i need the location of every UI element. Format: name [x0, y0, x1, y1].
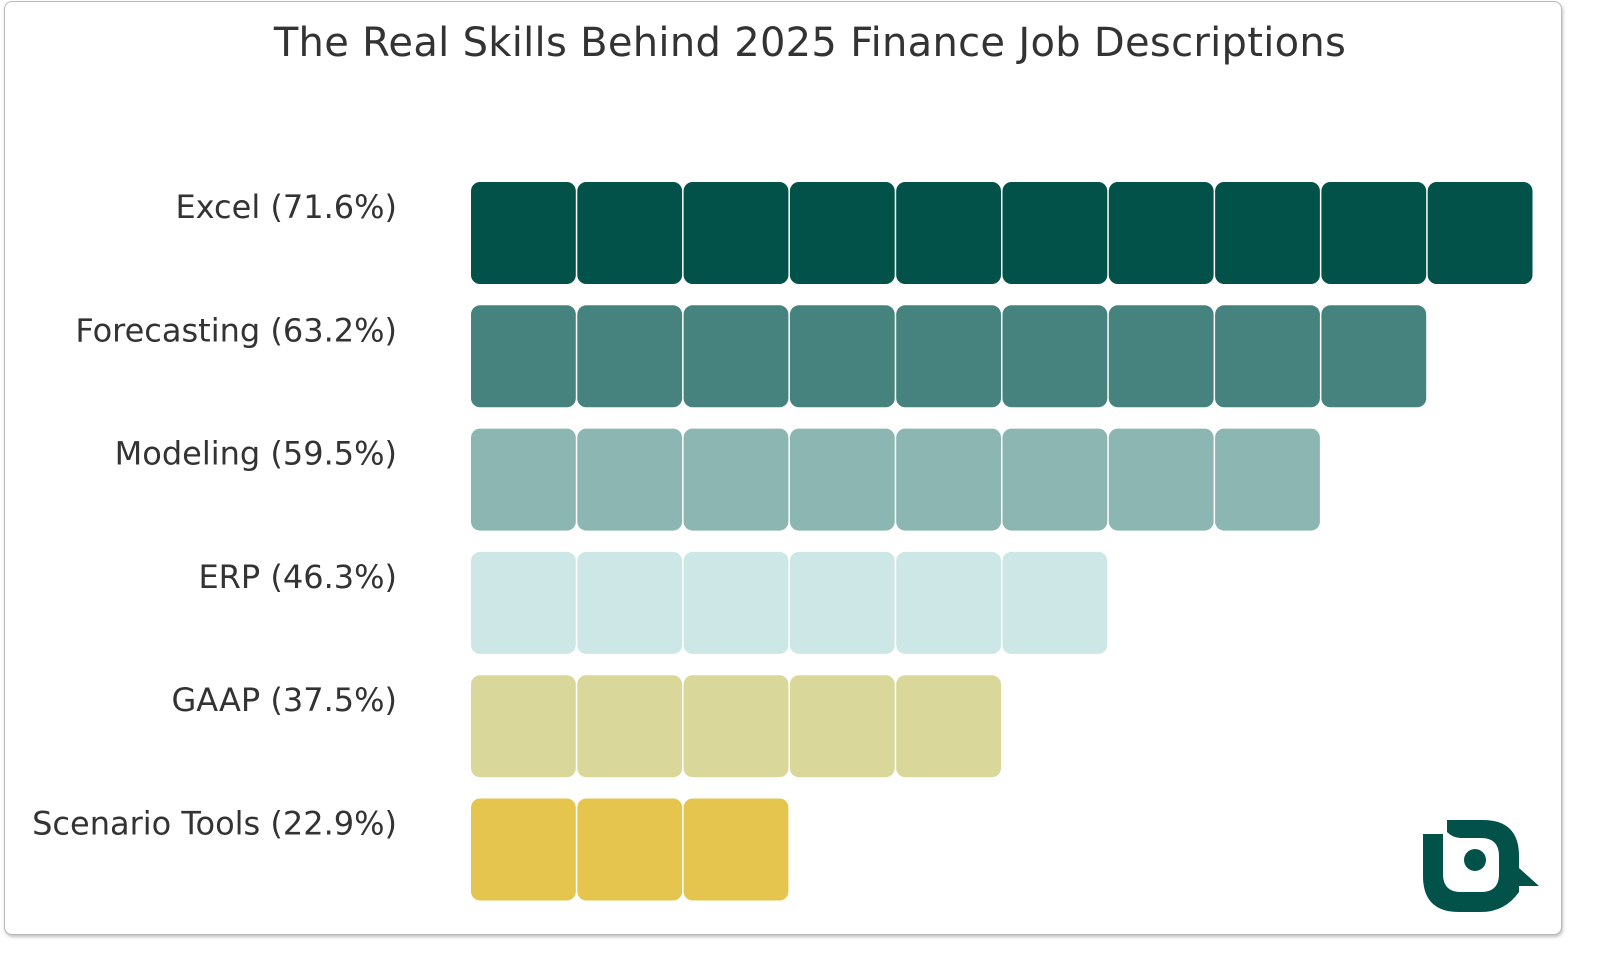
bar-block — [896, 551, 1001, 654]
bar-block — [1002, 305, 1108, 408]
brand-logo-icon — [1423, 820, 1539, 912]
bar-block — [1321, 305, 1427, 408]
bar-block — [471, 428, 576, 531]
bar-block — [789, 182, 895, 284]
bar-block — [1108, 428, 1214, 531]
bar-block — [683, 798, 789, 901]
bar-block — [1002, 551, 1108, 654]
bar-block — [471, 551, 576, 654]
chart-title: The Real Skills Behind 2025 Finance Job … — [273, 20, 1347, 66]
category-label: Modeling (59.5%) — [115, 435, 397, 473]
bar-block — [577, 182, 683, 284]
bar-block — [471, 675, 576, 778]
bar-group: GAAP (37.5%) — [171, 675, 1001, 778]
bar-block — [896, 675, 1001, 778]
bar-block — [1215, 428, 1320, 531]
bar-block — [789, 305, 895, 408]
category-label: GAAP (37.5%) — [171, 681, 397, 719]
bar-block — [789, 675, 895, 778]
bar-block — [577, 428, 683, 531]
bar-block — [577, 675, 683, 778]
category-label: Excel (71.6%) — [175, 188, 397, 226]
bar-block — [471, 305, 576, 408]
bar-group: ERP (46.3%) — [198, 551, 1108, 654]
bar-block — [683, 182, 789, 284]
bar-block — [896, 182, 1001, 284]
bar-block — [1002, 182, 1108, 284]
category-label: Scenario Tools (22.9%) — [32, 805, 397, 843]
bar-group: Forecasting (63.2%) — [75, 305, 1427, 408]
bar-block — [471, 798, 576, 901]
bar-group: Scenario Tools (22.9%) — [32, 798, 789, 901]
category-label: Forecasting (63.2%) — [75, 311, 397, 349]
bar-block — [471, 182, 576, 284]
bar-block — [1108, 182, 1214, 284]
bar-block — [789, 428, 895, 531]
bar-block — [683, 428, 789, 531]
bar-block — [1215, 305, 1320, 408]
bar-block — [683, 675, 789, 778]
category-label: ERP (46.3%) — [198, 558, 397, 596]
bar-block — [1002, 428, 1108, 531]
bar-block — [577, 551, 683, 654]
bar-block — [683, 551, 789, 654]
bar-block — [896, 428, 1001, 531]
bar-block — [577, 305, 683, 408]
bar-block — [896, 305, 1001, 408]
bar-group: Excel (71.6%) — [175, 182, 1533, 284]
bar-group: Modeling (59.5%) — [115, 428, 1320, 531]
bar-block — [1427, 182, 1533, 284]
bar-block — [683, 305, 789, 408]
bar-block — [1108, 305, 1214, 408]
bar-block — [577, 798, 683, 901]
bar-block — [1215, 182, 1320, 284]
bar-block — [789, 551, 895, 654]
bar-block — [1321, 182, 1427, 284]
